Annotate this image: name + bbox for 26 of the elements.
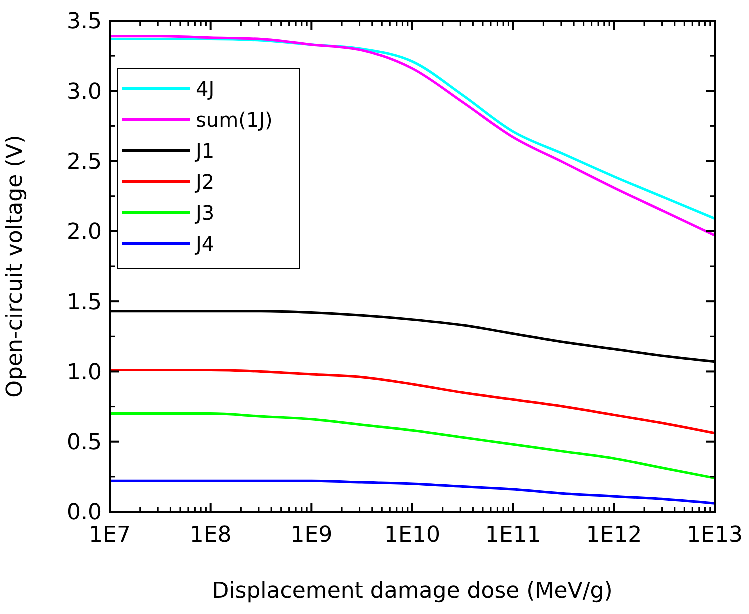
line-series	[108, 412, 716, 480]
x-tick-label: 1E7	[89, 523, 131, 548]
y-tick-label: 0.0	[67, 500, 102, 526]
y-tick-label: 0.5	[67, 430, 102, 456]
y-tick-label: 1.0	[67, 360, 102, 386]
legend-label: sum(1J)	[196, 108, 273, 132]
legend-label: 4J	[196, 77, 215, 101]
x-tick-label: 1E8	[190, 523, 232, 548]
line-series	[108, 480, 716, 505]
legend-label: J4	[194, 232, 215, 256]
legend-label: J1	[194, 139, 215, 163]
y-tick-label: 3.0	[67, 80, 102, 105]
x-tick-label: 1E9	[290, 523, 333, 548]
x-axis-title: Displacement damage dose (MeV/g)	[212, 579, 613, 604]
y-tick-label: 2.5	[67, 150, 102, 175]
x-tick-label: 1E11	[485, 523, 542, 548]
x-tick-label: 1E12	[586, 523, 642, 548]
line-series	[108, 369, 716, 435]
legend-label: J2	[194, 170, 215, 194]
x-tick-label: 1E10	[384, 523, 440, 548]
y-tick-label: 2.0	[67, 220, 102, 246]
y-tick-label: 1.5	[67, 290, 102, 316]
legend-label: J3	[194, 201, 215, 225]
y-axis-title: Open-circuit voltage (V)	[3, 135, 28, 398]
y-tick-label: 3.5	[67, 10, 102, 35]
x-tick-label: 1E13	[687, 523, 743, 548]
